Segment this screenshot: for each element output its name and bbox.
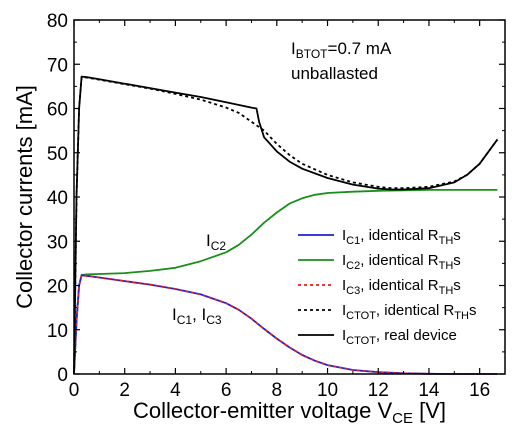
y-tick-label: 60 bbox=[47, 100, 68, 121]
plot-frame bbox=[73, 19, 506, 375]
y-tick-label: 40 bbox=[47, 188, 68, 209]
x-axis-label: Collector-emitter voltage VCE [V] bbox=[133, 398, 446, 427]
legend: IC1, identical RTHs IC2, identical RTHs IC… bbox=[298, 227, 476, 347]
y-tick-label: 0 bbox=[57, 365, 68, 386]
legend-label: ICTOT, identical RTHs bbox=[342, 302, 476, 322]
y-tick-label: 20 bbox=[47, 277, 68, 298]
y-axis-label: Collector currents [mA] bbox=[12, 85, 37, 309]
x-tick-label: 14 bbox=[418, 380, 440, 401]
legend-label: IC1, identical RTHs bbox=[342, 227, 461, 247]
x-tick-label: 0 bbox=[69, 380, 80, 401]
y-tick-label: 70 bbox=[47, 55, 68, 76]
x-tick-label: 6 bbox=[221, 380, 232, 401]
axis-ticks: 0 2 4 6 8 10 12 14 16 0 10 20 30 40 50 60 70 80 bbox=[47, 11, 505, 401]
annotation-base-current: IBTOT=0.7 mA bbox=[291, 39, 392, 61]
legend-label: IC2, identical RTHs bbox=[342, 252, 461, 272]
plot-lines bbox=[73, 75, 499, 375]
x-tick-label: 4 bbox=[170, 380, 181, 401]
x-tick-label: 8 bbox=[272, 380, 283, 401]
x-tick-label: 12 bbox=[368, 380, 389, 401]
annotation-ic1-ic3: IC1, IC3 bbox=[172, 305, 222, 327]
x-tick-label: 16 bbox=[469, 380, 490, 401]
y-tick-label: 50 bbox=[47, 144, 68, 165]
legend-label: IC3, identical RTHs bbox=[342, 277, 461, 297]
series-line bbox=[73, 274, 498, 375]
annotation-ic2: IC2 bbox=[206, 231, 226, 253]
annotation-unballasted: unballasted bbox=[291, 64, 378, 83]
series-line bbox=[73, 188, 498, 375]
x-tick-label: 10 bbox=[317, 380, 338, 401]
legend-label: ICTOT, real device bbox=[342, 327, 457, 347]
y-tick-label: 30 bbox=[47, 232, 68, 253]
y-tick-label: 10 bbox=[47, 321, 68, 342]
x-tick-label: 2 bbox=[119, 380, 130, 401]
series-line bbox=[73, 76, 499, 375]
y-tick-label: 80 bbox=[47, 11, 68, 32]
